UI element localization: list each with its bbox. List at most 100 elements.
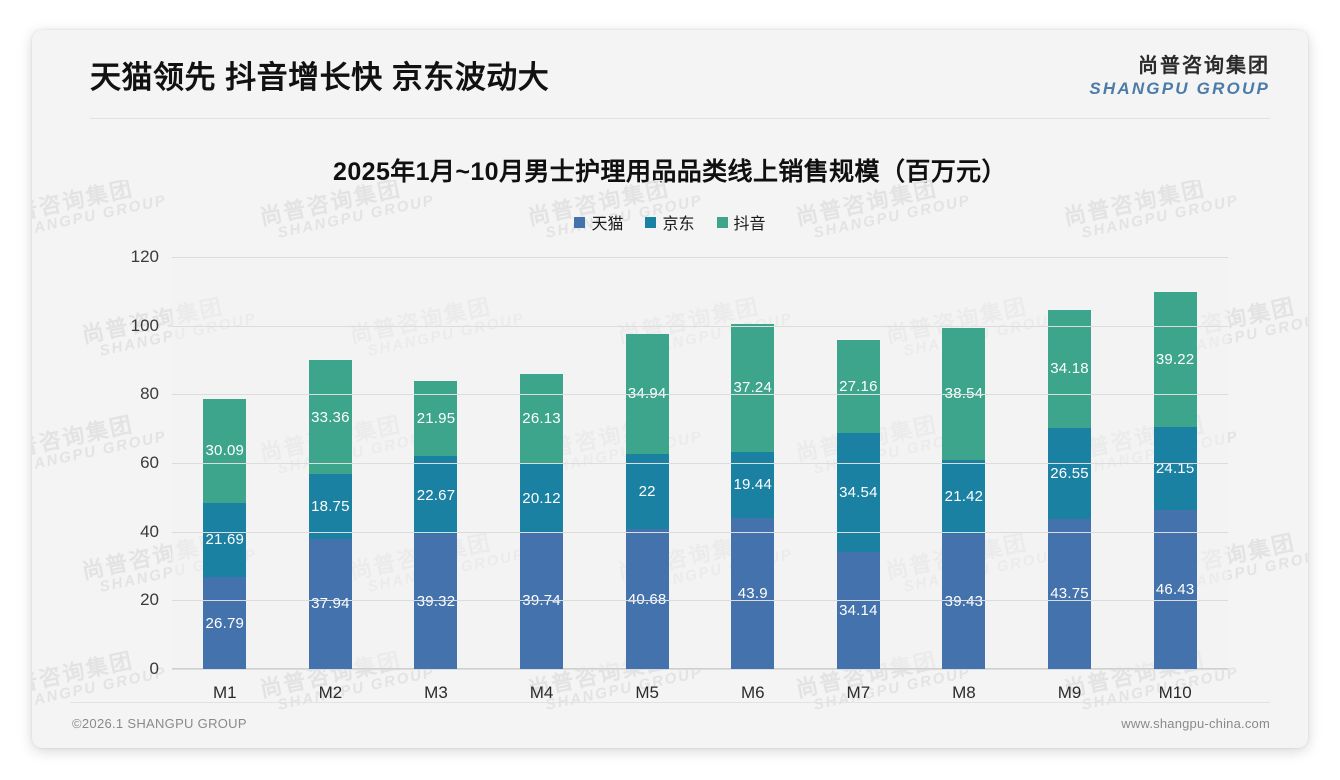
stacked-bar[interactable]: 39.22 24.15 46.43 bbox=[1153, 292, 1197, 669]
bar-value-label: 30.09 bbox=[205, 442, 245, 460]
legend-item-天猫[interactable]: 天猫 bbox=[574, 210, 623, 234]
bar-segment-京东[interactable]: 21.42 bbox=[942, 460, 986, 534]
bar-value-label: 19.44 bbox=[733, 476, 773, 494]
bar-segment-京东[interactable]: 26.55 bbox=[1048, 427, 1092, 519]
bar-value-label: 37.24 bbox=[733, 379, 773, 397]
bar-segment-抖音[interactable]: 37.24 bbox=[731, 323, 775, 452]
bar-value-label: 33.36 bbox=[311, 408, 350, 426]
bar-value-label: 34.14 bbox=[839, 601, 878, 619]
bar-value-label: 43.75 bbox=[1050, 585, 1089, 603]
x-axis-tick-label: M6 bbox=[740, 683, 765, 702]
bar-segment-天猫[interactable]: 40.68 bbox=[625, 529, 669, 669]
chart-legend: 天猫 京东 抖音 bbox=[32, 210, 1308, 234]
x-axis-tick-label: M1 bbox=[212, 683, 237, 702]
bar-segment-抖音[interactable]: 34.94 bbox=[625, 333, 669, 454]
bar-value-label: 38.54 bbox=[944, 385, 984, 403]
y-gridline bbox=[172, 257, 1228, 258]
bar-segment-天猫[interactable]: 43.75 bbox=[1048, 518, 1092, 669]
bar-value-label: 26.55 bbox=[1050, 464, 1089, 482]
page-title: 天猫领先 抖音增长快 京东波动大 bbox=[90, 60, 550, 95]
y-axis-tick-label: 120 bbox=[130, 247, 159, 266]
bar-segment-抖音[interactable]: 33.36 bbox=[308, 359, 352, 475]
bar-value-label: 21.42 bbox=[944, 488, 984, 506]
slide-footer: ©2026.1 SHANGPU GROUP www.shangpu-china.… bbox=[32, 716, 1308, 744]
bar-group-M6[interactable]: 37.24 19.44 43.9 M6 bbox=[700, 257, 806, 702]
legend-label: 天猫 bbox=[591, 216, 624, 233]
stacked-bar[interactable]: 37.24 19.44 43.9 bbox=[731, 323, 775, 669]
x-axis-tick-label: M5 bbox=[635, 683, 659, 702]
legend-label: 抖音 bbox=[733, 216, 766, 233]
legend-label: 京东 bbox=[662, 216, 695, 233]
bar-value-label: 37.94 bbox=[311, 595, 350, 613]
bar-value-label: 26.79 bbox=[205, 614, 245, 632]
y-axis-tick-label: 100 bbox=[130, 315, 159, 335]
footer-website: www.shangpu-china.com bbox=[1121, 716, 1270, 731]
y-gridline bbox=[172, 531, 1228, 533]
bar-value-label: 34.94 bbox=[627, 385, 667, 403]
x-axis-tick-label: M7 bbox=[846, 683, 871, 702]
bar-group-M10[interactable]: 39.22 24.15 46.43 M10 bbox=[1122, 257, 1228, 702]
bar-value-label: 40.68 bbox=[627, 590, 667, 608]
stacked-bar[interactable]: 21.95 22.67 39.32 bbox=[414, 380, 458, 669]
bar-segment-天猫[interactable]: 37.94 bbox=[308, 538, 352, 669]
x-axis-tick-label: M2 bbox=[318, 683, 343, 702]
stacked-bar[interactable]: 34.18 26.55 43.75 bbox=[1048, 310, 1092, 669]
bar-segment-京东[interactable]: 22.67 bbox=[414, 456, 458, 535]
bar-value-label: 22.67 bbox=[416, 486, 456, 504]
bar-value-label: 18.75 bbox=[311, 498, 350, 516]
stacked-bar[interactable]: 30.09 21.69 26.79 bbox=[203, 399, 247, 669]
bar-segment-京东[interactable]: 18.75 bbox=[308, 474, 352, 539]
x-axis-tick-label: M3 bbox=[424, 683, 448, 702]
bar-segment-抖音[interactable]: 39.22 bbox=[1153, 292, 1197, 427]
bar-segment-抖音[interactable]: 34.18 bbox=[1048, 310, 1092, 428]
legend-item-京东[interactable]: 京东 bbox=[645, 210, 695, 234]
bar-segment-京东[interactable]: 20.12 bbox=[520, 463, 564, 533]
bar-segment-天猫[interactable]: 26.79 bbox=[203, 577, 247, 669]
bar-segment-天猫[interactable]: 43.9 bbox=[731, 518, 775, 669]
bar-segment-京东[interactable]: 24.15 bbox=[1153, 426, 1197, 510]
bar-series-container: 30.09 21.69 26.79 M1 33.36 18.75 37.94 M2 21.95 2… bbox=[172, 257, 1228, 702]
bar-segment-天猫[interactable]: 34.14 bbox=[836, 551, 880, 669]
stacked-bar[interactable]: 33.36 18.75 37.94 bbox=[308, 359, 352, 669]
bar-group-M3[interactable]: 21.95 22.67 39.32 M3 bbox=[383, 257, 489, 702]
bar-group-M2[interactable]: 33.36 18.75 37.94 M2 bbox=[278, 257, 384, 702]
stacked-bar[interactable]: 27.16 34.54 34.14 bbox=[836, 339, 880, 669]
y-gridline bbox=[172, 463, 1228, 464]
bar-group-M1[interactable]: 30.09 21.69 26.79 M1 bbox=[172, 257, 278, 702]
bar-segment-抖音[interactable]: 30.09 bbox=[203, 399, 247, 503]
bar-group-M5[interactable]: 34.94 22 40.68 M5 bbox=[594, 257, 700, 702]
bar-segment-京东[interactable]: 21.69 bbox=[203, 502, 247, 578]
bar-segment-抖音[interactable]: 38.54 bbox=[942, 327, 986, 461]
bar-value-label: 46.43 bbox=[1155, 580, 1195, 598]
bar-segment-抖音[interactable]: 27.16 bbox=[836, 339, 880, 434]
bar-segment-天猫[interactable]: 46.43 bbox=[1153, 509, 1197, 669]
bar-segment-京东[interactable]: 34.54 bbox=[836, 433, 880, 552]
bar-segment-抖音[interactable]: 26.13 bbox=[520, 373, 564, 464]
y-gridline bbox=[172, 600, 1228, 602]
bar-segment-京东[interactable]: 19.44 bbox=[731, 451, 775, 519]
bar-value-label: 39.22 bbox=[1155, 350, 1195, 368]
stacked-bar[interactable]: 26.13 20.12 39.74 bbox=[520, 373, 564, 669]
stacked-bar[interactable]: 34.94 22 40.68 bbox=[625, 333, 669, 669]
bar-value-label: 21.95 bbox=[416, 410, 456, 427]
y-gridline bbox=[172, 394, 1228, 396]
bar-value-label: 43.9 bbox=[737, 585, 768, 603]
bar-value-label: 20.12 bbox=[522, 489, 561, 507]
bar-segment-天猫[interactable]: 39.32 bbox=[414, 534, 458, 669]
bar-value-label: 34.54 bbox=[839, 484, 878, 501]
x-axis-tick-label: M4 bbox=[529, 683, 554, 702]
slide-header: 天猫领先 抖音增长快 京东波动大 尚普咨询集团 SHANGPU GROUP bbox=[32, 30, 1308, 118]
bar-segment-京东[interactable]: 22 bbox=[625, 453, 669, 530]
legend-item-抖音[interactable]: 抖音 bbox=[716, 210, 766, 234]
x-axis-tick-label: M8 bbox=[952, 683, 976, 702]
bar-segment-抖音[interactable]: 21.95 bbox=[414, 380, 458, 457]
y-axis-tick-label: 80 bbox=[140, 384, 159, 404]
bar-value-label: 21.69 bbox=[205, 531, 245, 549]
stacked-bar[interactable]: 38.54 21.42 39.43 bbox=[942, 327, 986, 669]
footer-copyright: ©2026.1 SHANGPU GROUP bbox=[72, 716, 247, 731]
bar-group-M9[interactable]: 34.18 26.55 43.75 M9 bbox=[1017, 257, 1123, 702]
chart-plot-area: 30.09 21.69 26.79 M1 33.36 18.75 37.94 M2 21.95 2… bbox=[131, 247, 1228, 702]
legend-swatch-icon bbox=[574, 216, 586, 228]
y-axis-tick-label: 0 bbox=[149, 659, 159, 678]
legend-swatch-icon bbox=[716, 216, 728, 228]
